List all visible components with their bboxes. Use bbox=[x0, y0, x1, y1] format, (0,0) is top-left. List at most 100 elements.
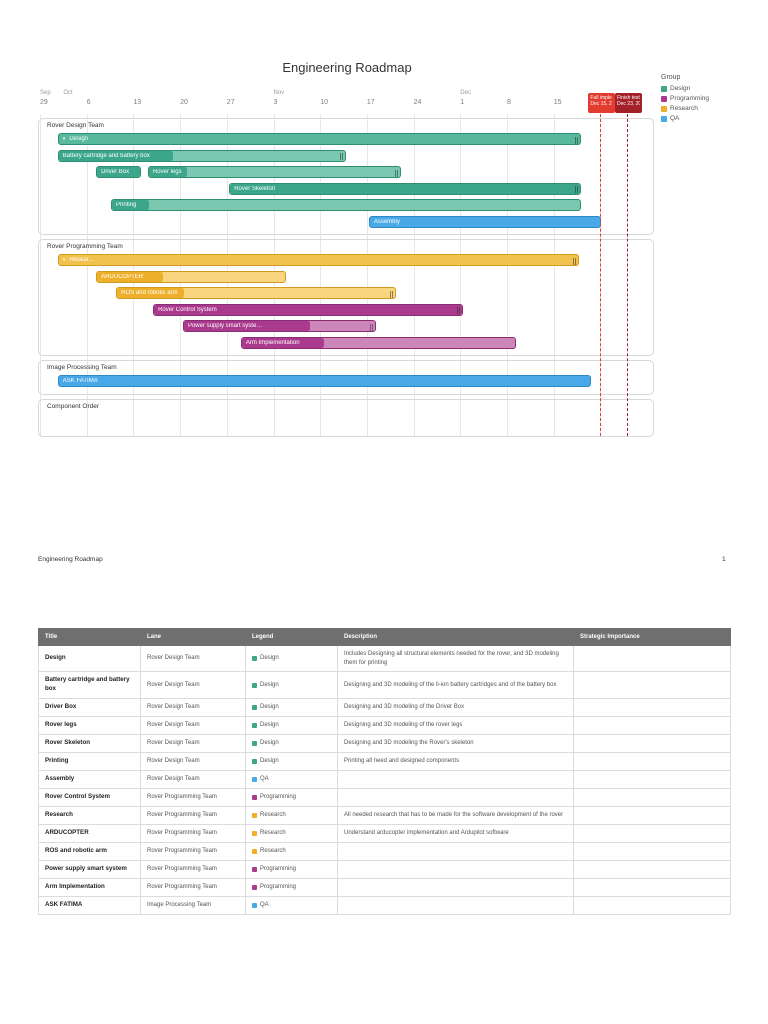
cell-importance bbox=[573, 878, 731, 898]
legend-badge: Design bbox=[252, 654, 331, 663]
bar-resize-handle[interactable] bbox=[574, 186, 578, 193]
gantt-bar[interactable]: ASK FATIMA bbox=[57, 375, 592, 387]
gantt-bar[interactable]: Battery cartridge and battery box bbox=[57, 149, 346, 162]
cell-title: Assembly bbox=[38, 770, 141, 790]
bar-progress: ROS and robotic arm bbox=[117, 288, 184, 298]
milestone-flag[interactable]: Full imple Dec 15, 2 bbox=[588, 93, 616, 113]
cell-description: All needed research that has to be made … bbox=[337, 806, 574, 826]
table-header-cell: Description bbox=[337, 628, 574, 646]
legend-items: Design Programming Research QA bbox=[661, 85, 709, 122]
cell-title: Power supply smart system bbox=[38, 860, 141, 880]
legend-item: Design bbox=[661, 85, 709, 92]
table-row: Assembly Rover Design Team QA bbox=[38, 770, 731, 790]
bar-resize-handle[interactable] bbox=[572, 257, 576, 265]
gantt-bar[interactable]: ▾ Design bbox=[57, 133, 581, 145]
legend-badge: Design bbox=[252, 757, 331, 766]
lane: Component Order bbox=[38, 398, 654, 437]
legend-badge: Design bbox=[252, 681, 331, 690]
milestone-date: Dec 15, 2 bbox=[590, 101, 612, 107]
gantt-bar[interactable]: ▾ Resear… bbox=[57, 254, 579, 266]
cell-legend: Design bbox=[245, 752, 338, 772]
cell-lane: Rover Design Team bbox=[140, 671, 246, 700]
handle-grip-line bbox=[341, 153, 343, 160]
cell-title: ASK FATIMA bbox=[38, 896, 141, 916]
legend-item-label: Research bbox=[670, 105, 698, 112]
table-header-cell: Title bbox=[38, 628, 141, 646]
gantt-bar[interactable]: ARDUCOPTER bbox=[96, 270, 287, 283]
bar-label: Rover Skeleton bbox=[234, 185, 276, 192]
milestone-flag[interactable]: Finish testinDec 23, 20 bbox=[615, 93, 643, 113]
table-row: Battery cartridge and battery box Rover D… bbox=[38, 671, 731, 700]
cell-lane: Rover Design Team bbox=[140, 716, 246, 736]
legend-badge-label: Research bbox=[260, 812, 286, 819]
collapse-chevron-icon[interactable]: ▾ bbox=[62, 135, 66, 142]
gridline bbox=[460, 114, 462, 436]
gridline bbox=[507, 114, 508, 436]
handle-grip-line bbox=[395, 169, 397, 177]
month-label: Dec bbox=[460, 90, 471, 96]
collapse-chevron-icon[interactable]: ▾ bbox=[62, 256, 66, 263]
bar-resize-handle[interactable] bbox=[574, 136, 578, 144]
milestone-line bbox=[627, 114, 629, 436]
legend-badge-label: Design bbox=[260, 655, 279, 662]
table-row: Arm Implementation Rover Programming Team… bbox=[38, 878, 731, 898]
handle-grip-line bbox=[574, 186, 576, 193]
legend-badge-label: Research bbox=[260, 848, 286, 855]
legend-badge: Design bbox=[252, 703, 331, 712]
cell-description bbox=[337, 770, 574, 790]
research-swatch-icon bbox=[252, 849, 257, 855]
gantt-bar[interactable]: Arm Implementation bbox=[240, 336, 516, 349]
gridline bbox=[40, 114, 41, 436]
bar-resize-handle[interactable] bbox=[369, 323, 373, 331]
bar-resize-handle[interactable] bbox=[457, 307, 461, 314]
cell-lane: Rover Programming Team bbox=[140, 806, 246, 826]
table-row: Rover legs Rover Design Team Design Designi… bbox=[38, 716, 731, 736]
bar-progress: Arm Implementation bbox=[241, 337, 324, 348]
legend-badge-label: Design bbox=[260, 682, 279, 689]
cell-lane: Image Processing Team bbox=[140, 896, 246, 916]
gantt-bar[interactable]: Rover Skeleton bbox=[229, 182, 581, 195]
bar-progress: Printing bbox=[112, 200, 150, 210]
cell-importance bbox=[573, 806, 731, 826]
gantt-bar[interactable]: ROS and robotic arm bbox=[116, 287, 396, 299]
milestone-label: Full imple bbox=[590, 94, 612, 101]
cell-title: Driver Box bbox=[38, 698, 141, 718]
gantt-bar[interactable]: Power supply smart syste… bbox=[182, 320, 376, 332]
cell-legend: Programming bbox=[245, 788, 338, 808]
gantt-bar[interactable]: Printing bbox=[111, 199, 581, 211]
legend-badge: QA bbox=[252, 775, 331, 784]
bar-resize-handle[interactable] bbox=[339, 153, 343, 160]
table-row: Printing Rover Design Team Design Printing … bbox=[38, 752, 731, 772]
cell-description: Designing and 3D modeling of the rover l… bbox=[337, 716, 574, 736]
lane-title: Image Processing Team bbox=[47, 364, 117, 371]
gantt-bar[interactable]: Rover Control System bbox=[153, 303, 464, 316]
bar-label: Rover Control System bbox=[158, 306, 217, 313]
cell-importance bbox=[573, 734, 731, 754]
lane-title: Rover Programming Team bbox=[47, 243, 123, 250]
legend-item-label: Programming bbox=[670, 95, 710, 102]
cell-description: Designing and 3D modeling the Rover's sk… bbox=[337, 734, 574, 754]
bar-progress: Assembly bbox=[369, 216, 601, 227]
bar-resize-handle[interactable] bbox=[389, 290, 393, 298]
bar-resize-handle[interactable] bbox=[395, 169, 399, 177]
milestone-label: Finish testin bbox=[617, 94, 640, 101]
bar-label: Driver Box bbox=[101, 169, 130, 175]
cell-description: Designing and 3D modeling of the Driver … bbox=[337, 698, 574, 718]
programming-swatch-icon bbox=[661, 95, 667, 102]
bar-progress: Rover Skeleton bbox=[230, 183, 580, 194]
legend-item: Research bbox=[661, 105, 709, 112]
table-row: ASK FATIMA Image Processing Team QA bbox=[38, 896, 731, 916]
legend-badge-label: QA bbox=[260, 776, 269, 783]
week-tick-label: 1 bbox=[460, 99, 465, 106]
gantt-bar[interactable]: Assembly bbox=[368, 215, 602, 228]
page-title: Engineering Roadmap bbox=[282, 60, 412, 75]
gantt-chart: Sep Oct Nov Dec 29 6 13 20 27 3 10 17 24 1 8 15 Rover De… bbox=[38, 88, 656, 440]
handle-grip-line bbox=[576, 186, 578, 193]
gantt-bar[interactable]: Rover legs bbox=[147, 166, 402, 178]
cell-lane: Rover Programming Team bbox=[140, 860, 246, 880]
handle-grip-line bbox=[576, 136, 578, 144]
cell-lane: Rover Design Team bbox=[140, 698, 246, 718]
bar-label: Printing bbox=[116, 202, 137, 208]
bar-label: ROS and robotic arm bbox=[121, 290, 178, 296]
gantt-bar[interactable]: Driver Box bbox=[96, 166, 141, 178]
